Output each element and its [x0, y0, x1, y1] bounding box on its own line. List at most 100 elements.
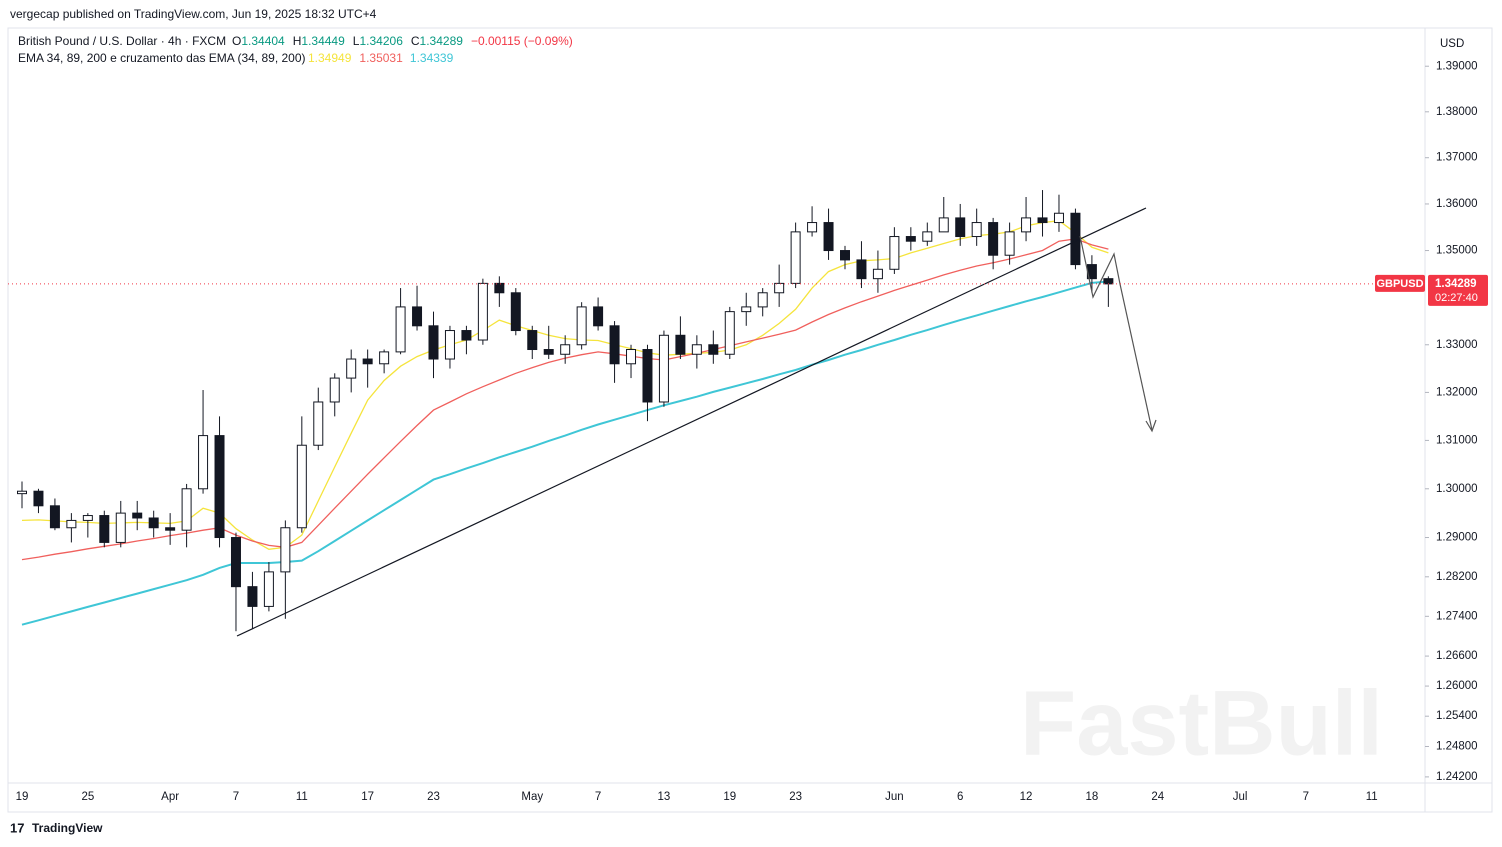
candle-body: [263, 571, 274, 607]
ohlc: O1.34404 H1.34449 L1.34206 C1.34289 −0.00115…: [232, 34, 573, 48]
candle-body: [593, 306, 604, 327]
candle-body: [99, 515, 110, 543]
x-tick-label: 12: [1020, 791, 1033, 803]
symbol-tag-text: GBPUSD: [1376, 278, 1423, 290]
candle-body: [905, 236, 916, 242]
footer-logo: TradingView: [32, 821, 103, 835]
y-tick-label: 1.25400: [1436, 710, 1478, 722]
candle-body: [757, 292, 768, 308]
y-tick-label: 1.33000: [1436, 339, 1478, 351]
indicator-value: 1.34949: [308, 51, 352, 65]
candle-body: [346, 358, 357, 379]
candle-body: [66, 519, 77, 529]
indicator-values: 1.34949 1.35031 1.34339: [308, 51, 454, 65]
y-tick-label: 1.30000: [1436, 483, 1478, 495]
candle-body: [477, 282, 488, 341]
candle-body: [82, 515, 93, 521]
quote-label: H: [293, 34, 302, 48]
x-tick-label: 25: [81, 791, 94, 803]
quote-value: 1.34449: [301, 34, 345, 48]
candle-body: [412, 306, 423, 327]
candle-body: [230, 537, 241, 588]
y-tick-label: 1.24800: [1436, 741, 1478, 753]
candle-body: [280, 527, 291, 573]
arrow-head: [1145, 419, 1157, 433]
watermark: FastBull: [1020, 672, 1383, 774]
candle-body: [1021, 217, 1032, 233]
candle-body: [461, 330, 472, 341]
symbol-title: British Pound / U.S. Dollar · 4h · FXCM: [18, 34, 226, 48]
currency: USD: [1440, 38, 1464, 50]
candle-body: [675, 334, 686, 355]
x-tick-label: 13: [658, 791, 671, 803]
candle-body: [823, 222, 834, 252]
x-tick-label: 7: [595, 791, 601, 803]
candle-body: [988, 222, 999, 256]
quote-value: 1.34206: [359, 34, 403, 48]
x-tick-label: 11: [1366, 791, 1378, 803]
candle-body: [17, 490, 27, 495]
candle-body: [329, 377, 340, 403]
candle-body: [379, 351, 390, 365]
y-tick-label: 1.24200: [1436, 771, 1478, 783]
candle-body: [626, 349, 637, 365]
indicator-value: 1.34339: [410, 51, 454, 65]
x-tick-label: 18: [1086, 791, 1099, 803]
y-tick-label: 1.36000: [1436, 198, 1478, 210]
y-tick-label: 1.26600: [1436, 650, 1478, 662]
candle-body: [543, 349, 554, 355]
x-tick-label: 24: [1151, 791, 1164, 803]
candle-body: [132, 512, 143, 519]
x-tick-label: 11: [296, 791, 308, 803]
x-tick-label: Jul: [1233, 791, 1248, 803]
frame: [7, 27, 1493, 813]
x-tick-label: 19: [16, 791, 29, 803]
y-tick-label: 1.35000: [1436, 245, 1478, 257]
price-tag: [1428, 274, 1488, 306]
candle-body: [856, 259, 867, 280]
candle-body: [1070, 212, 1081, 266]
candle-body: [214, 435, 225, 539]
quote-change: −0.00115 (−0.09%): [471, 34, 573, 48]
quote-label: L: [353, 34, 360, 48]
quote-label: O: [232, 34, 241, 48]
y-tick-label: 1.31000: [1436, 434, 1478, 446]
candle-body: [1053, 212, 1064, 224]
candle-body: [115, 512, 126, 543]
x-tick-label: 7: [233, 791, 239, 803]
quote-value: 1.34404: [241, 34, 285, 48]
plot: [17, 190, 1114, 632]
logo-mark: 17: [10, 820, 24, 835]
candle-body: [165, 527, 176, 531]
candle-body: [198, 435, 209, 490]
candle-body: [642, 349, 653, 403]
price-tag-text: 1.34289: [1435, 278, 1477, 290]
y-tick-label: 1.28200: [1436, 571, 1478, 583]
candle-body: [889, 236, 900, 270]
candle-body: [971, 222, 982, 238]
x-tick-label: 7: [1303, 791, 1309, 803]
candle-body: [576, 306, 587, 346]
projection-arrow: [1079, 235, 1153, 431]
x-tick-label: 23: [789, 791, 802, 803]
x-tick-label: Apr: [161, 791, 179, 803]
trend-line: [236, 207, 1147, 637]
candle-body: [609, 325, 620, 365]
candle-body: [444, 330, 455, 360]
x-tick-label: 17: [361, 791, 374, 803]
y-tick-label: 1.26000: [1436, 680, 1478, 692]
candle-body: [395, 306, 406, 353]
candle-body: [1037, 217, 1048, 224]
symbol-tag: [1375, 274, 1425, 292]
candle-body: [428, 325, 439, 360]
candle-body: [494, 282, 505, 294]
candle-body: [362, 358, 373, 365]
candle-body: [1103, 278, 1114, 285]
candle-body: [527, 330, 538, 351]
candle-body: [49, 505, 60, 529]
candle-body: [840, 250, 850, 261]
candle-body: [247, 586, 258, 607]
candle-body: [148, 517, 159, 529]
x-tick-label: May: [521, 791, 543, 803]
